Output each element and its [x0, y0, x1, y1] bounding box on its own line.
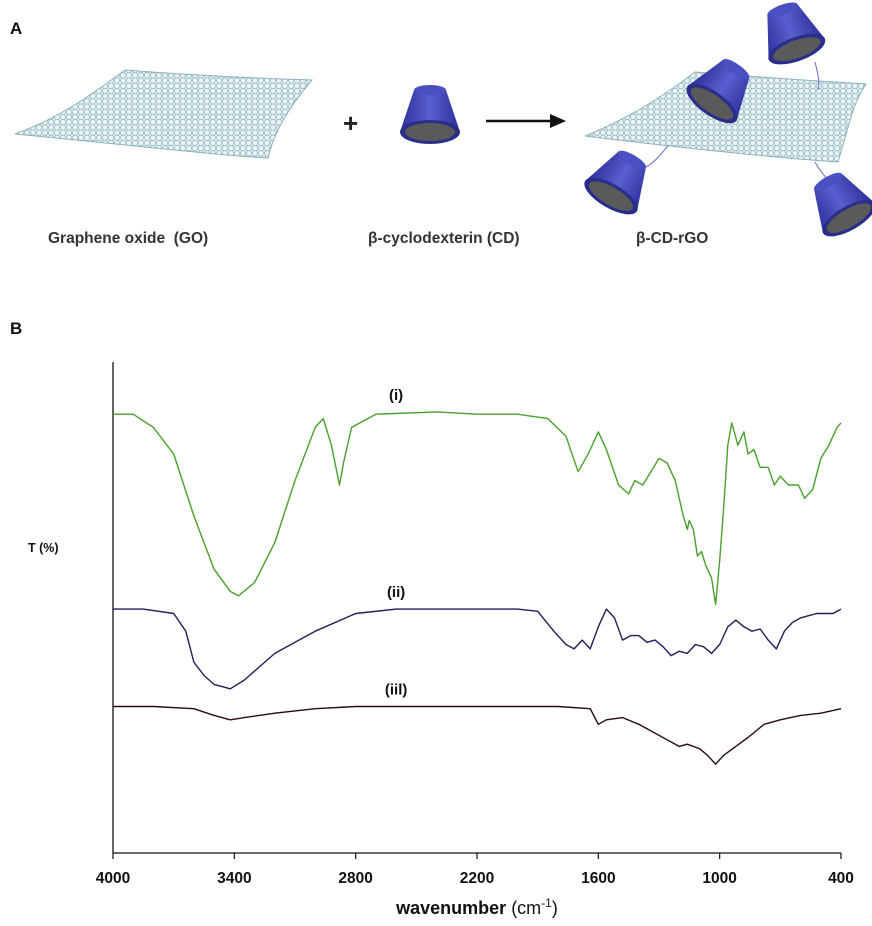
series-group — [113, 411, 842, 765]
cyclodextrin-cone-bottom-right — [799, 162, 872, 244]
y-axis-label: T (%) — [28, 541, 59, 555]
series-label-1: (i) — [389, 387, 403, 404]
x-tick-label: 4000 — [96, 870, 130, 887]
x-axis-unit-close: ) — [552, 898, 558, 918]
series-labels: (i) (ii) (iil) — [385, 387, 408, 699]
series-line-1 — [113, 411, 842, 606]
cyclodextrin-cone-top-right — [752, 0, 830, 71]
ftir-chart: 4000 3400 2800 2200 1600 1000 400 (i) (ii) (iil)… — [28, 362, 854, 918]
x-tick-label: 1000 — [702, 870, 736, 887]
panel-a-letter: A — [10, 19, 22, 38]
go-label: Graphene oxide (GO) — [48, 230, 208, 247]
series-line-2 — [113, 608, 842, 690]
cyclodextrin-cone-bottom-left — [579, 140, 661, 222]
product-label: β-CD-rGO — [636, 230, 708, 247]
series-label-3: (iil) — [385, 682, 408, 699]
cyclodextrin-cone — [400, 85, 460, 144]
x-axis-unit-sup: -1 — [541, 896, 552, 910]
x-ticks: 4000 3400 2800 2200 1600 1000 400 — [96, 853, 854, 887]
x-tick-label: 2200 — [460, 870, 494, 887]
series-label-2: (ii) — [387, 584, 405, 601]
panel-b-letter: B — [10, 319, 22, 338]
x-tick-label: 1600 — [581, 870, 615, 887]
graphene-oxide-sheet — [14, 69, 314, 159]
x-axis-title: wavenumber (cm-1) — [395, 896, 558, 918]
x-tick-label: 2800 — [338, 870, 372, 887]
cd-label: β-cyclodexterin (CD) — [368, 230, 520, 247]
x-axis-unit-base: (cm — [511, 898, 541, 918]
series-line-3 — [113, 705, 842, 765]
reaction-arrow — [486, 114, 566, 128]
x-tick-label: 3400 — [217, 870, 251, 887]
x-tick-label: 400 — [828, 870, 854, 887]
x-axis-title-main: wavenumber — [395, 898, 506, 918]
plus-sign: + — [343, 108, 358, 138]
